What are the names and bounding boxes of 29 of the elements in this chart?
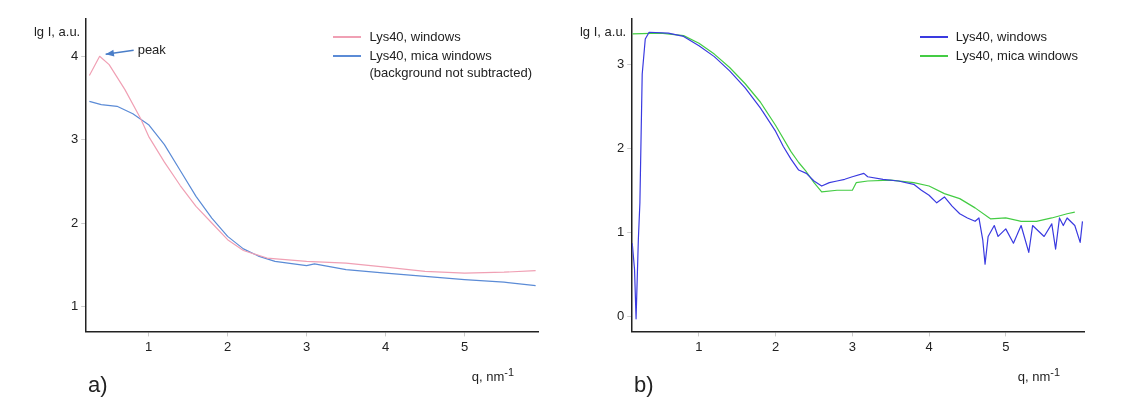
x-axis-title: q, nm$^{-1}$ <box>1017 366 1060 385</box>
y-axis-title: lg I, a.u. <box>33 24 81 40</box>
y-tick-label: 1 <box>71 297 79 313</box>
y-tick-label: 4 <box>71 47 79 63</box>
x-tick-label: 4 <box>925 338 933 354</box>
x-tick-label: 2 <box>223 338 232 354</box>
x-tick-label: 4 <box>381 338 390 354</box>
legend-label: Lys40, windows <box>369 28 461 45</box>
y-axis-title: lg I, a.u. <box>579 24 627 40</box>
y-tick-label: 2 <box>71 214 79 230</box>
legend-label: Lys40, mica windows (background not subtracted) <box>369 47 532 81</box>
y-tick-label: 2 <box>617 139 625 155</box>
legend-label: Lys40, windows <box>955 28 1047 45</box>
y-tick-label: 3 <box>617 55 625 71</box>
legend-label: Lys40, mica windows <box>955 47 1078 64</box>
text: b) <box>634 372 654 398</box>
x-tick-label: 2 <box>772 338 780 354</box>
x-tick-label: 5 <box>460 338 469 354</box>
x-axis-title: q, nm$^{-1}$ <box>471 366 514 385</box>
x-tick-label: 1 <box>145 338 153 354</box>
annotation: peak <box>137 41 167 57</box>
text: a) <box>88 372 108 398</box>
x-tick-label: 3 <box>302 338 311 354</box>
x-tick-label: 5 <box>1002 338 1010 354</box>
x-tick-label: 3 <box>848 338 856 354</box>
x-tick-label: 1 <box>695 338 703 354</box>
y-tick-label: 1 <box>617 223 625 239</box>
y-tick-label: 0 <box>617 307 625 323</box>
y-tick-label: 3 <box>71 131 79 147</box>
